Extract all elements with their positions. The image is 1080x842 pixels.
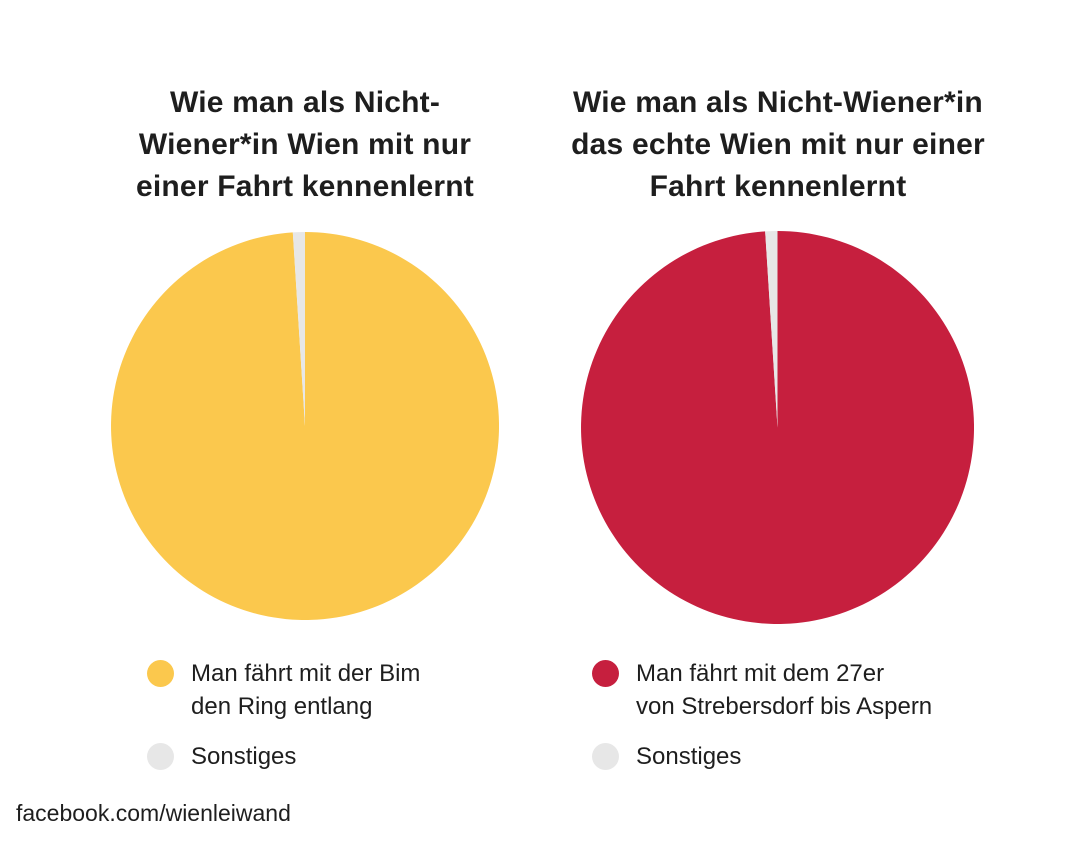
legend-dot-red-icon	[592, 660, 619, 687]
legend-dot-gray-icon	[592, 743, 619, 770]
pie-chart-27er	[581, 231, 974, 624]
legend-item-sonstiges-right: Sonstiges	[592, 740, 932, 773]
legend-label: Sonstiges	[191, 743, 297, 770]
legend-right: Man fährt mit dem 27er von Strebersdorf …	[592, 657, 932, 773]
legend-label: Man fährt mit der Bim den Ring entlang	[191, 660, 421, 720]
legend-dot-gray-icon	[147, 743, 174, 770]
pie-chart-bim-ring	[111, 232, 499, 620]
legend-left: Man fährt mit der Bim den Ring entlang S…	[147, 657, 420, 773]
legend-item-bim-ring: Man fährt mit der Bim den Ring entlang	[147, 657, 420, 723]
footer-facebook-url: facebook.com/wienleiwand	[16, 800, 291, 826]
legend-item-27er: Man fährt mit dem 27er von Strebersdorf …	[592, 657, 932, 723]
chart-title-left: Wie man als Nicht- Wiener*in Wien mit nu…	[135, 86, 474, 203]
legend-dot-yellow-icon	[147, 660, 174, 687]
chart-title-right: Wie man als Nicht-Wiener*in das echte Wi…	[571, 86, 985, 203]
legend-label: Man fährt mit dem 27er von Strebersdorf …	[636, 660, 933, 720]
legend-item-sonstiges-left: Sonstiges	[147, 740, 420, 773]
legend-label: Sonstiges	[636, 743, 742, 770]
